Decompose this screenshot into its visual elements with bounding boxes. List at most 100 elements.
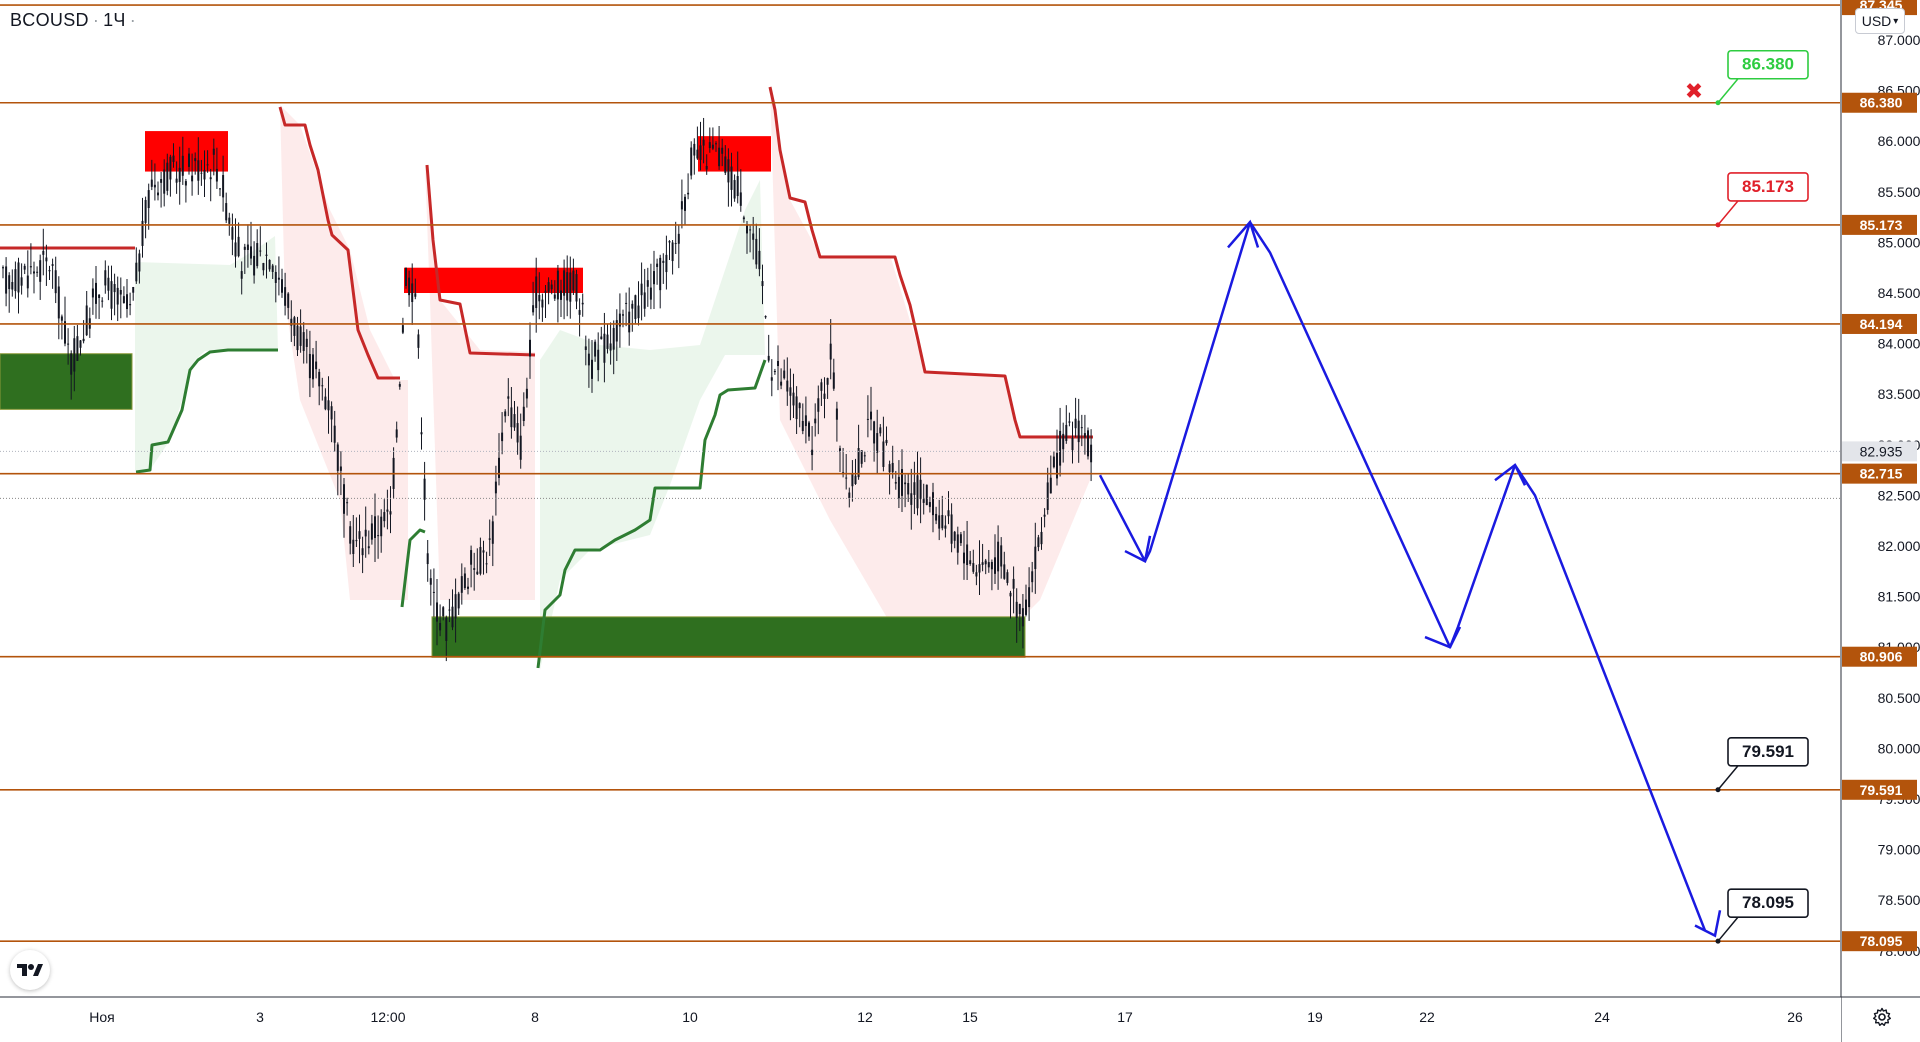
candle-body bbox=[823, 393, 826, 399]
target-label-box-86.380[interactable] bbox=[1727, 49, 1809, 80]
candle-body bbox=[947, 510, 950, 517]
candle-body bbox=[659, 257, 662, 291]
close-icon[interactable]: ✖ bbox=[1685, 80, 1703, 105]
candle-body bbox=[181, 155, 184, 176]
symbol-title[interactable]: BCOUSD · 1Ч · bbox=[10, 10, 140, 31]
candle-body bbox=[873, 421, 876, 444]
candle-body bbox=[215, 168, 218, 182]
candle-body bbox=[591, 359, 593, 379]
candle-body bbox=[795, 396, 798, 420]
time-axis-panel[interactable] bbox=[0, 997, 1841, 1042]
candle-body bbox=[792, 392, 795, 406]
price-tick-label: 80.000 bbox=[1878, 740, 1920, 756]
price-axis-panel[interactable] bbox=[1841, 0, 1920, 1042]
candle-body bbox=[696, 149, 699, 159]
candle-body bbox=[327, 400, 330, 411]
level-tag-85.173 bbox=[1842, 214, 1917, 235]
candle-body bbox=[2, 267, 4, 269]
candle-body bbox=[57, 286, 60, 319]
time-tick-label: 3 bbox=[256, 1009, 264, 1025]
candle-body bbox=[925, 484, 928, 506]
interval-label: 1Ч bbox=[103, 10, 126, 30]
candle-body bbox=[835, 408, 838, 420]
candle-body bbox=[538, 294, 541, 302]
target-label-79.591: 79.591 bbox=[1742, 742, 1794, 761]
currency-select[interactable]: USD ▾ bbox=[1855, 8, 1905, 34]
candle-body bbox=[116, 287, 119, 305]
time-tick-label: 8 bbox=[531, 1009, 539, 1025]
candle-body bbox=[253, 255, 256, 276]
candle-body bbox=[408, 277, 411, 296]
trend-fill-1 bbox=[280, 105, 408, 600]
target-label-box-79.591[interactable] bbox=[1727, 736, 1809, 767]
currency-label: USD bbox=[1861, 13, 1892, 29]
candle-body bbox=[281, 279, 283, 293]
candle-body bbox=[237, 236, 240, 257]
supply-zone-2[interactable] bbox=[404, 267, 583, 293]
candle-body bbox=[587, 353, 590, 366]
candle-body bbox=[1006, 572, 1009, 583]
target-label-box-78.095[interactable] bbox=[1727, 888, 1809, 918]
candle-body bbox=[169, 156, 172, 180]
candle-body bbox=[153, 184, 156, 188]
candle-body bbox=[522, 406, 525, 421]
candle-body bbox=[454, 594, 457, 619]
candle-body bbox=[485, 563, 488, 565]
candle-body bbox=[1003, 564, 1006, 579]
forecast-arrowhead-4 bbox=[1494, 463, 1527, 486]
trend-fill-4 bbox=[770, 85, 1090, 650]
candle-body bbox=[457, 593, 460, 609]
forecast-arrowhead-5 bbox=[1694, 910, 1722, 938]
price-tick-label: 84.500 bbox=[1878, 285, 1920, 301]
supply-zone-1[interactable] bbox=[145, 131, 228, 172]
candle-body bbox=[1037, 537, 1040, 548]
candle-body bbox=[969, 560, 972, 564]
candle-body bbox=[277, 277, 280, 280]
tradingview-logo-button[interactable] bbox=[10, 950, 50, 990]
candle-body bbox=[262, 263, 265, 271]
candle-body bbox=[885, 439, 888, 444]
candle-body bbox=[287, 293, 290, 308]
resistance-trail-4 bbox=[768, 86, 1093, 439]
candle-body bbox=[191, 175, 194, 182]
demand-zone-1[interactable] bbox=[0, 353, 133, 410]
candle-body bbox=[668, 241, 671, 243]
time-tick-label: 24 bbox=[1594, 1009, 1610, 1025]
level-tag-text-78.095: 78.095 bbox=[1860, 933, 1903, 949]
level-tag-text-80.906: 80.906 bbox=[1860, 649, 1903, 665]
time-tick-label: 22 bbox=[1419, 1009, 1435, 1025]
candle-body bbox=[113, 284, 116, 293]
candle-body bbox=[702, 139, 705, 146]
demand-zone-2[interactable] bbox=[431, 616, 1026, 658]
price-tick-label: 81.500 bbox=[1878, 589, 1920, 605]
supply-zone-3[interactable] bbox=[698, 136, 771, 172]
candle-body bbox=[811, 449, 814, 456]
target-label-box-85.173[interactable] bbox=[1727, 172, 1809, 202]
candle-body bbox=[23, 265, 26, 270]
candle-body bbox=[5, 266, 8, 294]
candle-body bbox=[1040, 531, 1043, 545]
candle-body bbox=[107, 277, 110, 291]
candle-body bbox=[228, 217, 231, 224]
candle-body bbox=[600, 336, 603, 340]
candle-body bbox=[259, 250, 262, 252]
chevron-down-icon: ▾ bbox=[1893, 15, 1899, 27]
candle-body bbox=[367, 546, 370, 549]
candle-body bbox=[135, 262, 138, 282]
candle-body bbox=[569, 272, 572, 302]
candle-body bbox=[615, 320, 618, 342]
candle-body bbox=[470, 550, 473, 565]
candle-body bbox=[240, 271, 243, 279]
candle-body bbox=[938, 515, 941, 529]
candle-body bbox=[758, 250, 761, 270]
candle-body bbox=[1083, 433, 1086, 438]
candle-body bbox=[358, 531, 361, 539]
candle-body bbox=[129, 304, 132, 306]
candle-body bbox=[336, 444, 339, 471]
chart-settings-button[interactable] bbox=[1868, 1003, 1896, 1031]
candle-body bbox=[197, 160, 200, 181]
candle-body bbox=[860, 450, 863, 464]
forecast-path[interactable] bbox=[1098, 220, 1707, 932]
candle-body bbox=[857, 448, 860, 478]
